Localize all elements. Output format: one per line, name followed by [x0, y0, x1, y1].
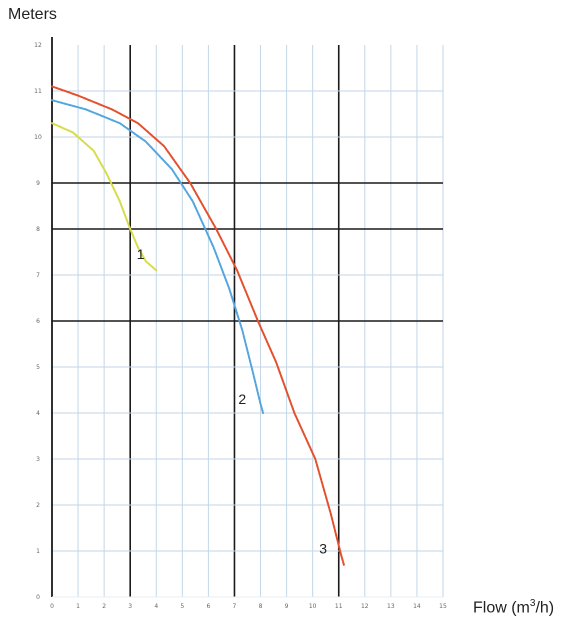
- y-tick-label-5: 5: [36, 364, 40, 371]
- x-tick-label-6: 6: [206, 603, 210, 610]
- x-tick-label-12: 12: [361, 603, 369, 610]
- grid: [52, 45, 444, 597]
- y-tick-label-6: 6: [36, 318, 40, 325]
- x-tick-label-14: 14: [413, 603, 421, 610]
- curve-label-1: 1: [137, 246, 145, 262]
- x-tick-label-7: 7: [233, 603, 237, 610]
- x-tick-label-4: 4: [154, 603, 158, 610]
- x-tick-label-2: 2: [102, 603, 106, 610]
- y-tick-label-2: 2: [36, 502, 40, 509]
- x-tick-label-10: 10: [309, 603, 317, 610]
- series-line-2: [51, 99, 265, 414]
- y-tick-label-8: 8: [36, 226, 40, 233]
- x-tick-label-9: 9: [285, 603, 289, 610]
- y-tick-label-9: 9: [36, 180, 40, 187]
- y-tick-label-7: 7: [36, 272, 40, 279]
- curve-label-2: 2: [238, 391, 246, 407]
- series-lines: [51, 85, 345, 566]
- x-tick-label-1: 1: [76, 603, 80, 610]
- y-tick-label-10: 10: [34, 134, 42, 141]
- x-tick-label-0: 0: [50, 603, 54, 610]
- x-tick-label-15: 15: [439, 603, 447, 610]
- x-tick-label-8: 8: [259, 603, 263, 610]
- y-tick-label-0: 0: [36, 594, 40, 601]
- x-tick-label-3: 3: [128, 603, 132, 610]
- curve-labels: 1 2 3: [137, 246, 327, 556]
- series-line-1: [51, 122, 158, 272]
- series-line-3: [51, 85, 345, 566]
- y-axis-label: Meters: [8, 6, 57, 23]
- x-axis-label-base: Flow (m: [473, 599, 530, 617]
- x-axis-label-superscript: 3: [529, 598, 536, 609]
- curve-label-3: 3: [319, 540, 327, 556]
- y-tick-label-11: 11: [34, 88, 42, 95]
- axes: [51, 37, 443, 598]
- y-tick-label-12: 12: [34, 42, 42, 49]
- x-axis-label: Flow (m3/h): [473, 598, 554, 617]
- x-tick-label-11: 11: [335, 603, 343, 610]
- y-tick-label-1: 1: [36, 548, 40, 555]
- x-tick-label-5: 5: [180, 603, 184, 610]
- x-axis-label-tail: /h): [535, 599, 555, 617]
- y-tick-label-4: 4: [36, 410, 40, 417]
- y-tick-label-3: 3: [36, 456, 40, 463]
- x-tick-label-13: 13: [387, 603, 395, 610]
